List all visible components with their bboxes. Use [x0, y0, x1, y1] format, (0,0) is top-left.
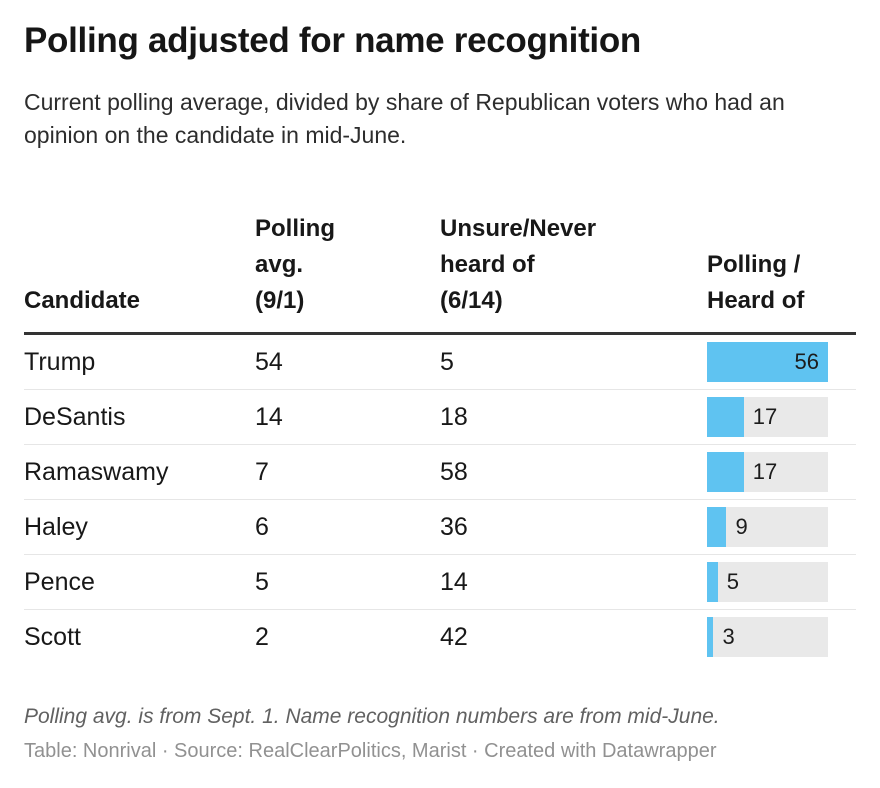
header-line: (6/14)	[440, 287, 503, 314]
ratio-bar-fill	[707, 342, 828, 382]
header-line: (9/1)	[255, 287, 305, 314]
column-header-unsure-never-heard: Unsure/Never heard of (6/14)	[440, 211, 707, 319]
chart-container: Polling adjusted for name recognition Cu…	[24, 21, 856, 762]
footnote: Polling avg. is from Sept. 1. Name recog…	[24, 705, 720, 728]
unsure-cell: 5	[440, 347, 454, 376]
polling-avg-cell: 7	[255, 457, 269, 486]
table-row: Scott 2 42 3	[24, 610, 856, 664]
ratio-bar-track: 3	[707, 617, 828, 657]
table-row: Pence 5 14 5	[24, 555, 856, 610]
ratio-bar-cell: 17	[707, 452, 856, 492]
table-header-row: Candidate Polling avg. (9/1) Unsure/Neve…	[24, 211, 856, 335]
header-line: Candidate	[24, 287, 141, 314]
ratio-bar-track: 56	[707, 342, 828, 382]
header-line: avg.	[255, 251, 304, 278]
unsure-cell: 18	[440, 402, 468, 431]
column-header-candidate: Candidate	[24, 283, 255, 319]
table-row: Ramaswamy 7 58 17	[24, 445, 856, 500]
ratio-bar-cell: 56	[707, 342, 856, 382]
candidate-cell: DeSantis	[24, 402, 126, 431]
ratio-bar-value: 17	[752, 459, 778, 484]
ratio-bar-value: 9	[735, 514, 748, 539]
ratio-bar-cell: 3	[707, 617, 856, 657]
chart-subtitle: Current polling average, divided by shar…	[24, 89, 785, 148]
table-row: Trump 54 5 56	[24, 335, 856, 390]
ratio-bar-value: 3	[722, 624, 735, 649]
ratio-bar-track: 9	[707, 507, 828, 547]
table-row: DeSantis 14 18 17	[24, 390, 856, 445]
page-title: Polling adjusted for name recognition	[24, 21, 642, 60]
header-line: Polling /	[707, 251, 801, 278]
column-header-polling-per-heard: Polling / Heard of	[707, 247, 856, 319]
table-body: Trump 54 5 56 DeSantis 14 18 17 Ramaswam…	[24, 335, 856, 664]
ratio-bar-cell: 17	[707, 397, 856, 437]
polling-avg-cell: 14	[255, 402, 283, 431]
ratio-bar-fill	[707, 617, 714, 657]
ratio-bar-track: 17	[707, 452, 828, 492]
unsure-cell: 42	[440, 622, 468, 651]
header-line: heard of	[440, 251, 535, 278]
ratio-bar-fill	[707, 562, 718, 602]
header-line: Unsure/Never	[440, 215, 597, 242]
ratio-bar-fill	[707, 397, 744, 437]
header-line: Heard of	[707, 287, 805, 314]
polling-table: Candidate Polling avg. (9/1) Unsure/Neve…	[24, 211, 856, 664]
candidate-cell: Pence	[24, 567, 95, 596]
column-header-polling-avg: Polling avg. (9/1)	[255, 211, 440, 319]
unsure-cell: 58	[440, 457, 468, 486]
ratio-bar-track: 5	[707, 562, 828, 602]
table-row: Haley 6 36 9	[24, 500, 856, 555]
header-line: Polling	[255, 215, 335, 242]
candidate-cell: Scott	[24, 622, 81, 651]
candidate-cell: Trump	[24, 347, 96, 376]
polling-avg-cell: 5	[255, 567, 269, 596]
ratio-bar-track: 17	[707, 397, 828, 437]
attribution-byline: Table: Nonrival · Source: RealClearPolit…	[24, 740, 717, 762]
polling-avg-cell: 54	[255, 347, 283, 376]
candidate-cell: Haley	[24, 512, 88, 541]
unsure-cell: 36	[440, 512, 468, 541]
polling-avg-cell: 2	[255, 622, 269, 651]
polling-avg-cell: 6	[255, 512, 269, 541]
candidate-cell: Ramaswamy	[24, 457, 169, 486]
unsure-cell: 14	[440, 567, 468, 596]
ratio-bar-cell: 9	[707, 507, 856, 547]
ratio-bar-fill	[707, 452, 744, 492]
ratio-bar-value: 5	[726, 569, 740, 594]
ratio-bar-cell: 5	[707, 562, 856, 602]
ratio-bar-fill	[707, 507, 727, 547]
ratio-bar-value: 17	[752, 404, 778, 429]
ratio-bar-value: 56	[794, 349, 819, 374]
